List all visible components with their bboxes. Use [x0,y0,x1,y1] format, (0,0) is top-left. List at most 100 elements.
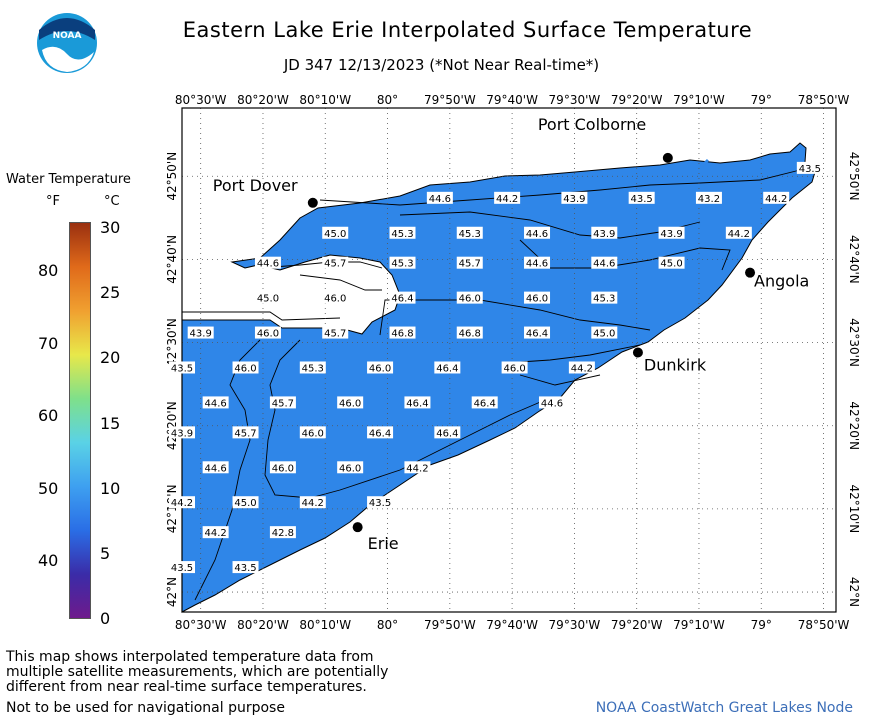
temperature-value: 45.7 [324,329,346,340]
temperature-label-box [591,226,618,239]
temperature-value: 45.0 [660,259,682,270]
legend-unit-c: °C [104,194,120,209]
city-marker [632,347,643,358]
lat-label-left: 42°20'N [165,401,179,450]
temperature-value: 46.8 [459,329,481,340]
legend-tick-c: 15 [100,413,121,433]
city-label: Dunkirk [644,356,707,375]
lon-label-bottom: 80°10'W [299,618,351,632]
temperature-value: 44.2 [571,363,593,374]
harbor-inlet [698,158,710,170]
temperature-label-box [322,226,349,239]
isotherm-line [519,374,601,386]
temperature-value: 44.2 [765,194,787,205]
city-label: Erie [368,534,399,553]
temperature-label-box [269,461,296,474]
map-subtitle: JD 347 12/13/2023 (*Not Near Real-time*) [283,56,600,74]
lon-label-bottom: 79°30'W [549,618,601,632]
temperature-label-box [456,226,483,239]
temperature-label-box [561,191,588,204]
legend-tick-f: 70 [38,333,59,353]
lon-label-bottom: 79°50'W [424,618,476,632]
temperature-value: 46.0 [526,294,548,305]
temperature-label-box [591,326,618,339]
disclaimer-notes: This map shows interpolated temperature … [6,650,466,695]
temperature-value: 43.5 [369,498,391,509]
temperature-value: 44.6 [257,259,279,270]
temperature-value: 45.0 [257,294,279,305]
temperature-value: 43.2 [698,194,720,205]
isotherm-line [299,274,382,291]
temperature-label-box [389,291,416,304]
temperature-label-box [471,396,498,409]
temperature-label-box [254,256,281,269]
temperature-label-box [322,291,349,304]
temperature-label-box [524,326,551,339]
legend-unit-f: °F [46,194,60,209]
lat-label-left: 42°40'N [165,235,179,284]
temperature-value: 46.4 [436,363,458,374]
lon-label-top: 79°20'W [611,93,663,107]
lat-label-left: 42°30'N [165,318,179,367]
temperature-label-box [494,191,521,204]
temperature-value: 44.6 [205,398,227,409]
lat-label-left: 42°N [165,577,179,607]
temperature-label-box [538,396,565,409]
temperature-value: 46.8 [391,329,413,340]
lat-label-right: 42°40'N [847,235,861,284]
temperature-label-box [232,361,259,374]
note-line-3: different from near real-time surface te… [6,679,367,695]
temperature-value: 45.0 [324,229,346,240]
temperature-value: 45.0 [593,329,615,340]
temperature-value: 44.6 [526,259,548,270]
temperature-value: 45.7 [324,259,346,270]
temperature-value: 46.4 [406,398,428,409]
temperature-label-box [763,191,790,204]
temperature-label-box [501,361,528,374]
lon-label-bottom: 79°10'W [673,618,725,632]
lon-label-top: 79° [751,93,772,107]
temperature-label-box [658,226,685,239]
legend-tick-f: 80 [38,261,59,281]
temperature-value: 43.9 [171,428,193,439]
lake-water [181,142,816,613]
temperature-value: 45.7 [234,428,256,439]
temperature-label-box [524,256,551,269]
temperature-value: 45.3 [459,229,481,240]
temperature-label-box [169,496,195,509]
noaa-logo: NOAA [36,12,98,74]
temperature-value: 43.5 [631,194,653,205]
lon-label-top: 80°30'W [175,93,227,107]
temperature-value: 46.0 [369,363,391,374]
temperature-value: 46.0 [302,428,324,439]
temperature-value: 45.7 [272,398,294,409]
temperature-label-box [337,461,364,474]
temperature-value: 44.6 [526,229,548,240]
temperature-value: 44.6 [429,194,451,205]
lon-label-top: 79°30'W [549,93,601,107]
temperature-label-box [254,326,281,339]
temperature-value: 46.4 [474,398,496,409]
temperature-value: 46.0 [339,398,361,409]
temperature-label-box [591,291,618,304]
credit-text: NOAA CoastWatch Great Lakes Node [595,700,853,716]
temperature-label-box [796,161,823,174]
temperature-value: 44.2 [205,528,227,539]
legend-title: Water Temperature [6,172,131,187]
temperature-label-box [628,191,655,204]
temperature-label-box [202,526,229,539]
lat-label-right: 42°10'N [847,484,861,533]
city-marker [662,152,673,163]
temperature-value: 43.5 [234,563,256,574]
temperature-label-box [389,326,416,339]
temperature-value: 46.0 [257,329,279,340]
temperature-label-box [456,256,483,269]
lon-label-bottom: 78°50'W [798,618,850,632]
temperature-label-box [202,396,229,409]
temperature-label-box [658,256,685,269]
lon-label-bottom: 80° [377,618,398,632]
city-label: Port Dover [213,176,298,195]
lat-label-right: 42°50'N [847,152,861,201]
note-line-2: multiple satellite measurements, which a… [6,664,389,680]
